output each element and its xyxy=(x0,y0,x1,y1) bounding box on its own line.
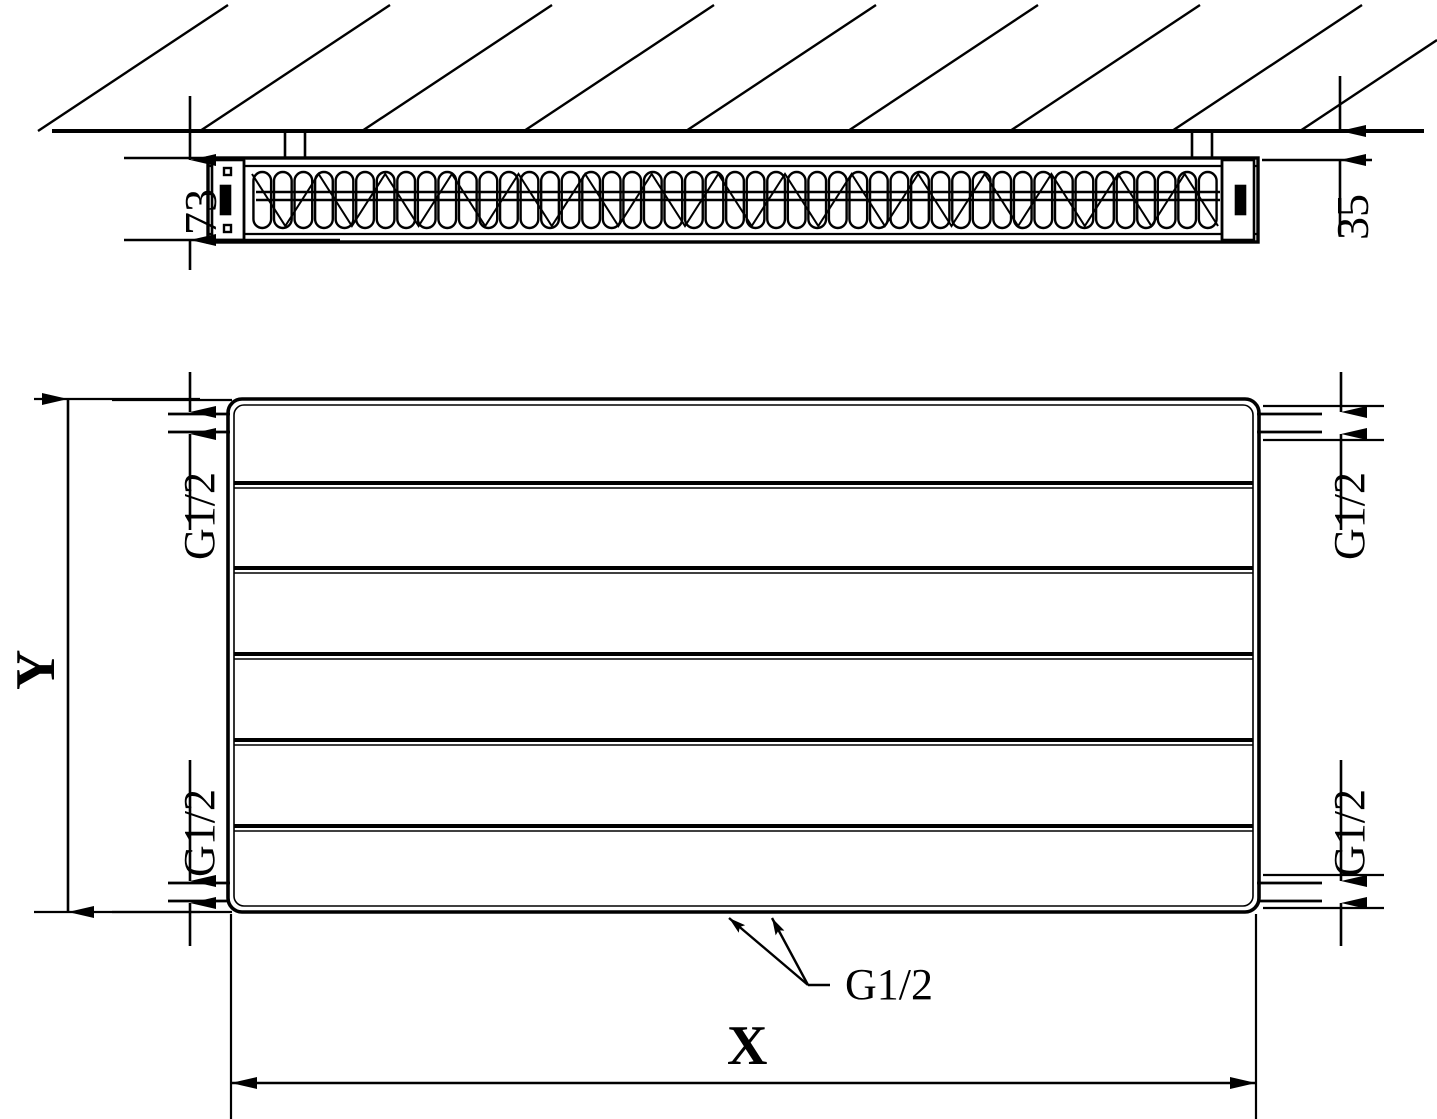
wall-hatch-line xyxy=(361,3,553,133)
wall-hatch-group xyxy=(37,3,1437,133)
dimension-label-y: Y xyxy=(5,649,67,690)
connection-stub-top-right xyxy=(1257,412,1322,434)
dimension-label-g-top-right: G1/2 xyxy=(1325,472,1374,560)
wall-hatch-line xyxy=(847,3,1039,133)
dimension-label-g-bottom-center: G1/2 xyxy=(845,960,933,1009)
dimension-35 xyxy=(1262,76,1372,235)
connection-stub-bottom-right xyxy=(1257,881,1322,903)
wall-hatch-line xyxy=(1299,39,1437,132)
wall-hatch-line xyxy=(199,3,391,133)
dimension-g-bottom-right xyxy=(1263,760,1384,946)
panel-row-dividers xyxy=(234,481,1253,832)
wall-hatch-line xyxy=(37,3,229,133)
dimension-label-x: X xyxy=(727,1015,768,1077)
dimension-y xyxy=(34,393,200,918)
dimension-label-g-bottom-left: G1/2 xyxy=(175,789,224,877)
wall-hatch-line xyxy=(523,3,715,133)
wall-hatch-line xyxy=(685,3,877,133)
wall-hatch-line xyxy=(1009,3,1201,133)
dimension-g-top-right xyxy=(1263,372,1384,530)
dimension-73 xyxy=(124,96,340,270)
leader-g-bottom-center xyxy=(728,917,830,987)
connection-stub-top-left xyxy=(168,412,230,434)
dimension-label-73: 73 xyxy=(175,189,226,235)
dimension-label-g-bottom-right: G1/2 xyxy=(1325,789,1374,877)
dimension-label-35: 35 xyxy=(1327,194,1378,240)
end-cap-right xyxy=(1220,158,1256,242)
waterway-tubes xyxy=(256,190,1220,202)
dimension-label-g-top-left: G1/2 xyxy=(175,472,224,560)
dimension-x xyxy=(229,914,1258,1119)
connection-stub-bottom-left xyxy=(168,881,230,903)
wall-hatch-line xyxy=(1171,3,1363,133)
front-elevation-view xyxy=(34,372,1384,1119)
top-section-view xyxy=(37,3,1437,270)
